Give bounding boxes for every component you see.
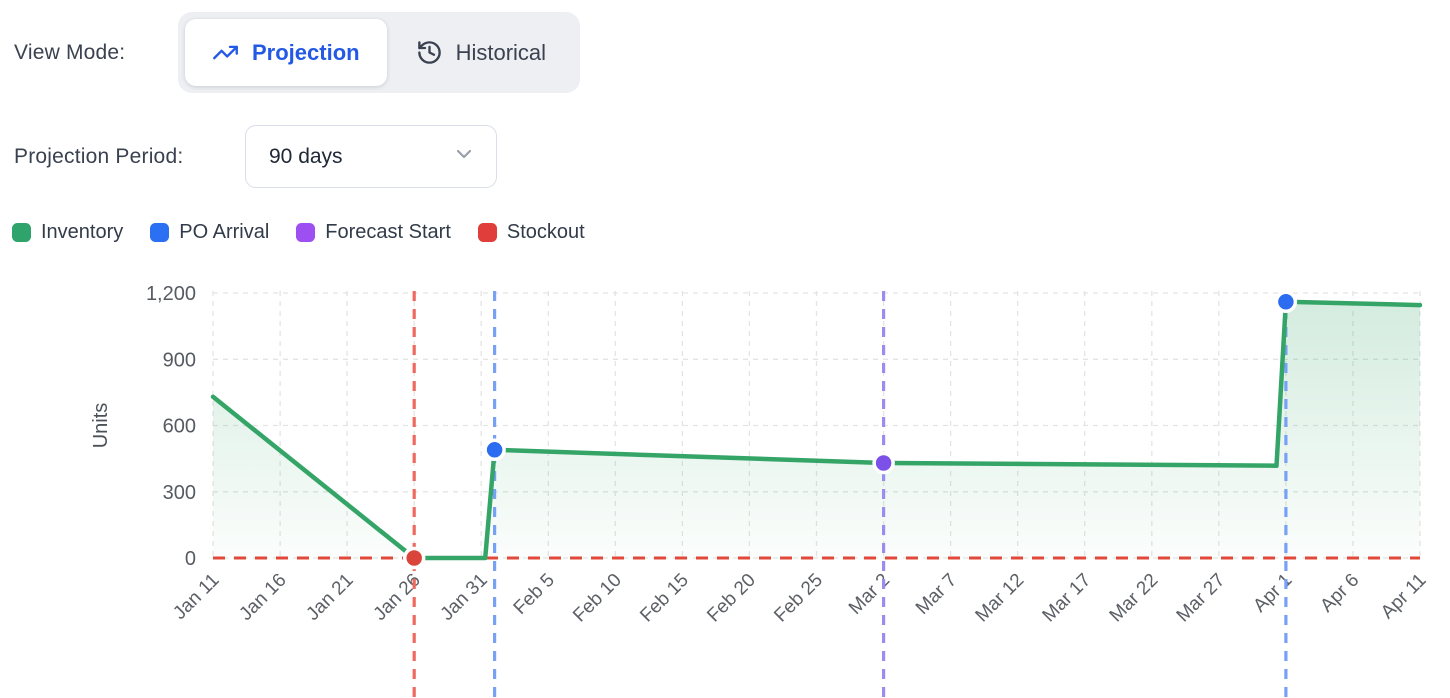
legend-item-stockout: Stockout	[477, 221, 585, 244]
x-axis-tick: Jan 26	[370, 570, 425, 625]
po-arrival-swatch-icon	[150, 223, 170, 242]
po-arrival-2-marker[interactable]	[1274, 290, 1298, 314]
inventory-swatch-icon	[12, 223, 31, 242]
po-arrival-1-marker[interactable]	[483, 438, 506, 462]
projection-button-label: Projection	[252, 39, 360, 65]
projection-chart: 0 300 600 900 1,200 Jan 11 Jan 16 Jan 21 Jan 26 J…	[90, 283, 1431, 698]
y-axis-tick: 1,200	[146, 283, 196, 305]
legend-label: Inventory	[41, 221, 124, 243]
x-axis-tick: Apr 1	[1249, 570, 1296, 617]
x-axis-tick: Apr 6	[1316, 570, 1363, 617]
x-axis-tick: Mar 7	[912, 570, 961, 619]
projection-button[interactable]: Projection	[185, 19, 387, 86]
x-axis-tick: Feb 5	[510, 570, 559, 619]
x-axis-tick: Mar 12	[972, 570, 1029, 627]
x-axis-tick: Jan 21	[302, 570, 357, 625]
projection-period-label: Projection Period:	[14, 145, 184, 168]
chart-legend: Inventory PO Arrival Forecast Start Stoc…	[12, 221, 585, 244]
history-clock-icon	[416, 39, 443, 66]
x-axis-tick: Apr 11	[1377, 570, 1430, 623]
legend-label: Stockout	[506, 221, 585, 243]
y-axis-tick: 300	[163, 482, 196, 504]
x-axis-tick: Mar 17	[1039, 570, 1096, 627]
view-mode-label: View Mode:	[14, 41, 126, 64]
axis-labels: 0 300 600 900 1,200 Jan 11 Jan 16 Jan 21 Jan 26 J…	[90, 283, 1431, 626]
inventory-line	[210, 299, 1423, 561]
projection-period-select[interactable]: 90 days	[245, 125, 497, 188]
legend-label: Forecast Start	[325, 221, 451, 243]
forecast-start-swatch-icon	[296, 223, 316, 242]
forecast-start-marker[interactable]	[872, 451, 895, 475]
historical-button-label: Historical	[455, 39, 547, 65]
chevron-down-icon	[452, 142, 476, 171]
x-axis-tick: Jan 11	[169, 570, 223, 624]
x-axis-tick: Jan 16	[235, 570, 290, 625]
x-axis-tick: Feb 20	[703, 570, 760, 627]
historical-button[interactable]: Historical	[389, 19, 573, 86]
inventory-area-fill	[213, 301, 1420, 558]
x-axis-tick: Feb 10	[569, 570, 626, 627]
stockout-marker[interactable]	[402, 546, 426, 570]
trending-up-icon	[212, 39, 239, 66]
x-axis-tick: Feb 25	[770, 570, 827, 627]
x-axis-tick: Feb 15	[636, 570, 693, 627]
legend-item-forecast-start: Forecast Start	[296, 221, 451, 244]
projection-period-value: 90 days	[269, 144, 343, 168]
legend-item-inventory: Inventory	[12, 221, 123, 244]
x-axis-tick: Jan 31	[437, 570, 492, 625]
stockout-swatch-icon	[477, 223, 497, 242]
y-axis-tick: 900	[163, 349, 196, 371]
inventory-projection-chart: 0 300 600 900 1,200 Jan 11 Jan 16 Jan 21 Jan 26 J…	[0, 278, 1450, 698]
view-mode-toggle-group: Projection Historical	[178, 12, 581, 93]
legend-label: PO Arrival	[179, 221, 270, 243]
y-axis-tick: 600	[163, 416, 196, 438]
y-axis-title: Units	[90, 403, 112, 449]
legend-item-po-arrival: PO Arrival	[150, 221, 269, 244]
y-axis-tick: 0	[185, 548, 196, 570]
x-axis-tick: Mar 22	[1106, 570, 1163, 627]
x-axis-tick: Mar 27	[1173, 570, 1230, 627]
x-axis-tick: Mar 2	[845, 570, 894, 619]
